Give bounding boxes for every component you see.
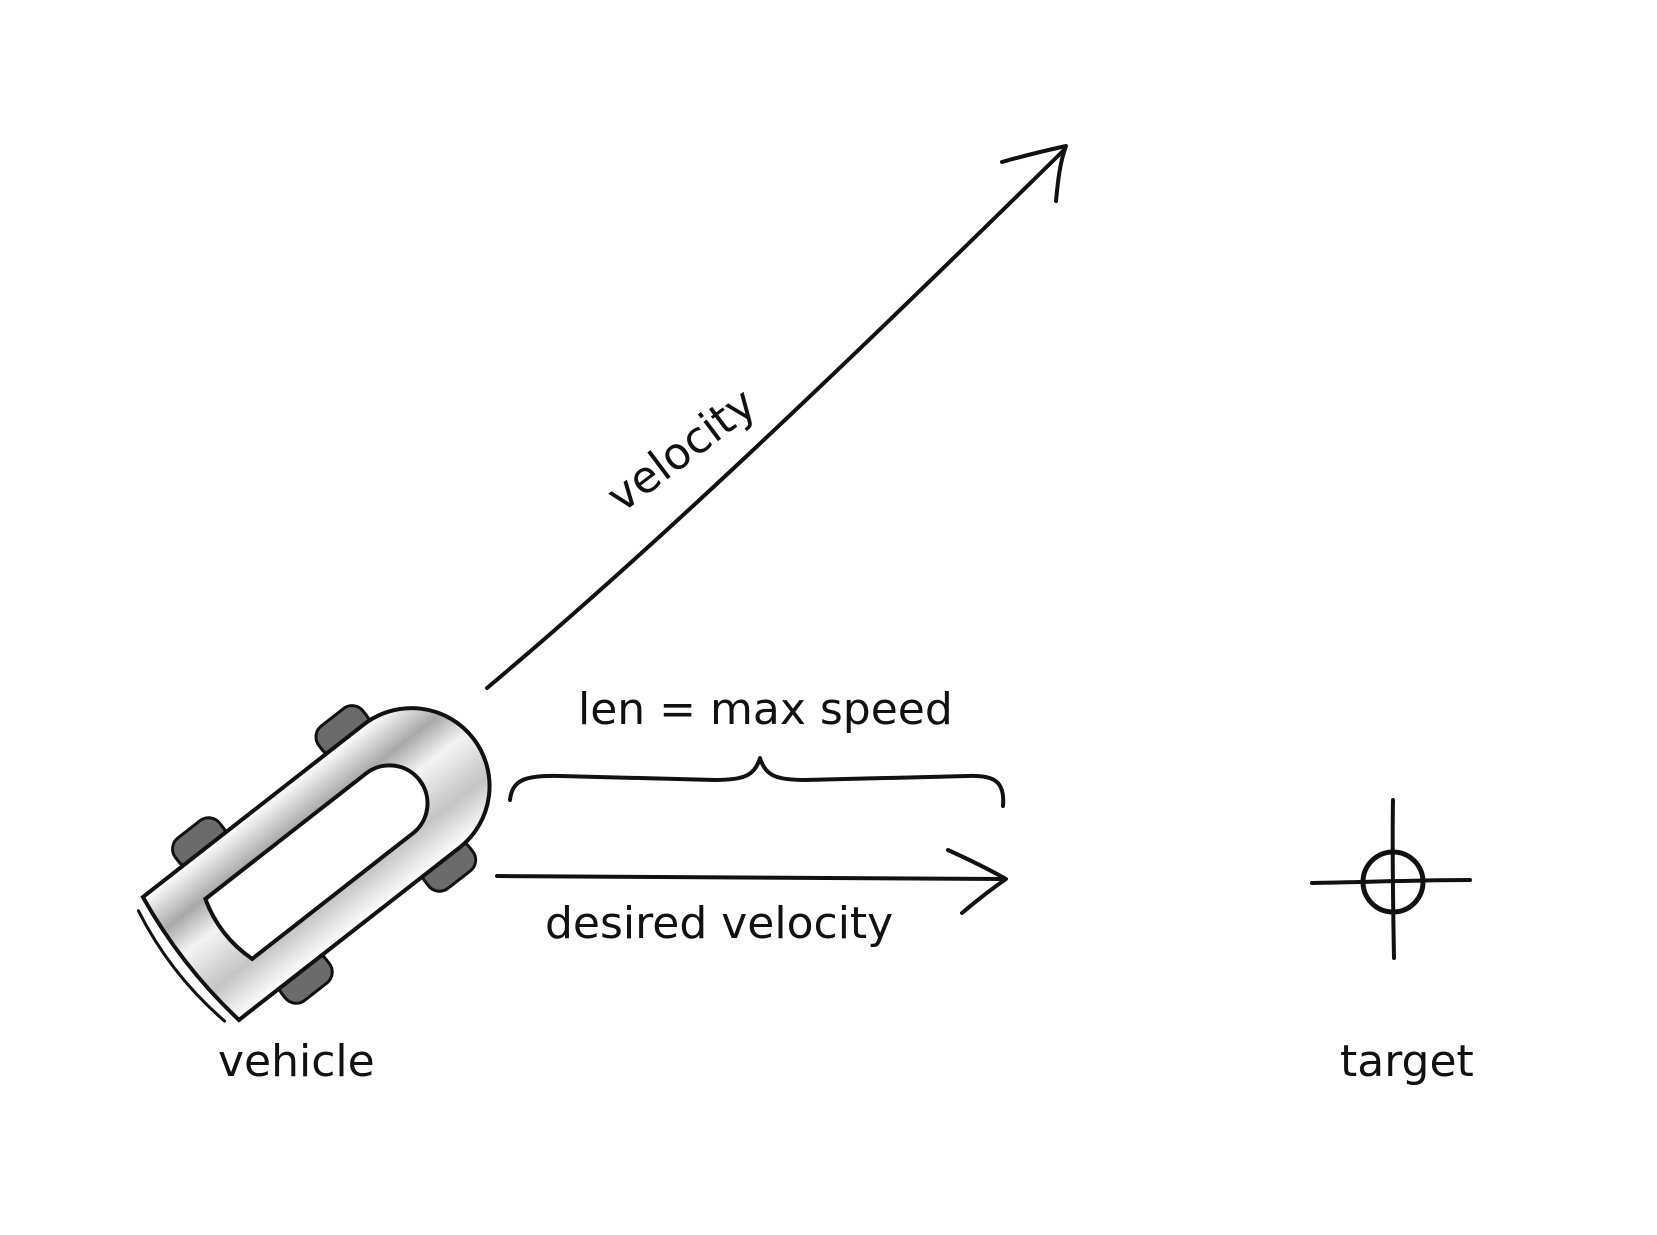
vehicle xyxy=(136,704,492,1023)
max-speed-brace xyxy=(508,756,1006,808)
desired-velocity-arrow xyxy=(495,848,1008,915)
len-max-speed-label: len = max speed xyxy=(578,684,953,735)
desired-velocity-label: desired velocity xyxy=(545,898,894,949)
target-label: target xyxy=(1340,1036,1474,1087)
velocity-arrow xyxy=(485,144,1068,690)
car-cabin xyxy=(202,763,430,962)
target-crosshair-icon xyxy=(1310,798,1472,960)
vehicle-label: vehicle xyxy=(218,1036,375,1087)
